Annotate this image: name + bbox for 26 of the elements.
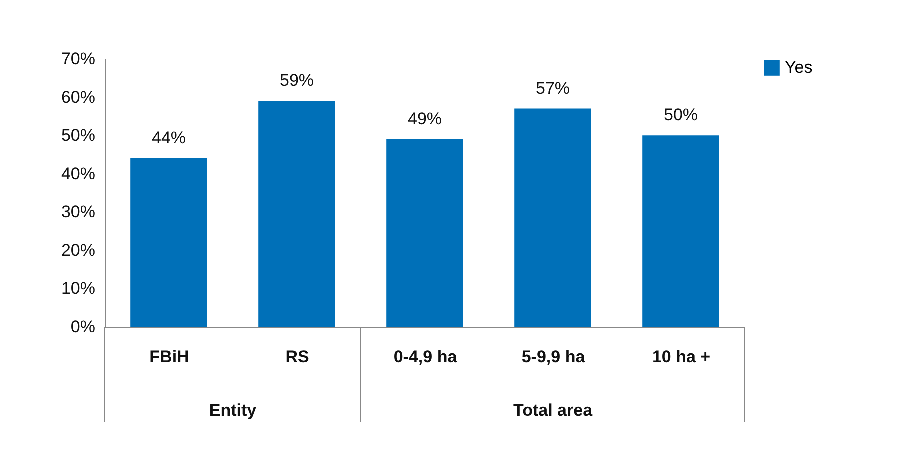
text: Total area — [513, 401, 594, 420]
bar — [130, 158, 208, 327]
bar — [514, 108, 592, 327]
x-tick-label: 10 ha + — [652, 348, 711, 366]
y-tick-label: 70% — [61, 50, 96, 68]
text: Entity — [209, 401, 258, 420]
bar — [642, 136, 720, 327]
legend-label: Yes — [785, 58, 813, 77]
bar — [386, 139, 464, 327]
y-tick-label: 40% — [61, 164, 96, 184]
bar — [258, 101, 336, 327]
y-tick-label: 20% — [61, 240, 96, 260]
x-tick-label: RS — [286, 348, 310, 366]
data-label: 49% — [408, 109, 442, 128]
y-tick-label: 50% — [61, 126, 96, 146]
y-tick-label: 30% — [61, 202, 96, 222]
x-tick-label: 5-9,9 ha — [522, 348, 586, 366]
y-tick-label: 60% — [61, 88, 96, 107]
x-tick-label: FBiH — [150, 348, 190, 366]
y-tick-label: 10% — [61, 279, 96, 298]
data-label: 50% — [664, 106, 698, 125]
data-label: 57% — [536, 78, 570, 98]
data-label: 44% — [152, 128, 186, 148]
data-label: 59% — [280, 71, 314, 90]
x-tick-label: 0-4,9 ha — [394, 348, 458, 366]
y-tick-label: 0% — [70, 318, 96, 336]
